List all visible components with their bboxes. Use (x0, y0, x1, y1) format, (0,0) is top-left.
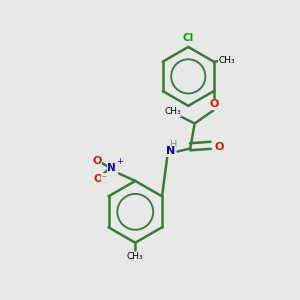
Text: N: N (167, 146, 176, 157)
Text: ⁻: ⁻ (101, 174, 106, 184)
Text: CH₃: CH₃ (219, 56, 235, 65)
Text: +: + (116, 157, 123, 166)
Text: O: O (214, 142, 224, 152)
Text: O: O (93, 174, 103, 184)
Text: CH₃: CH₃ (164, 107, 181, 116)
Text: O: O (210, 99, 219, 110)
Text: CH₃: CH₃ (127, 252, 144, 261)
Text: H: H (170, 140, 177, 150)
Text: Cl: Cl (183, 32, 194, 43)
Text: N: N (107, 163, 116, 173)
Text: O: O (92, 156, 102, 166)
